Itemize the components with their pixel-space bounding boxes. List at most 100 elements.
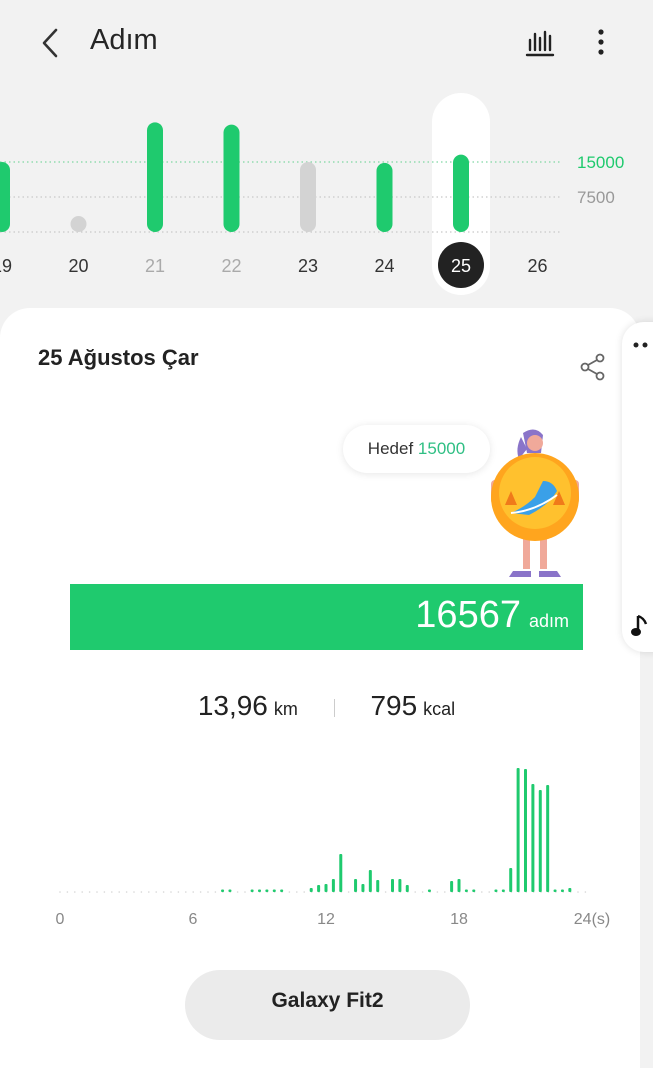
hourly-steps-chart: 0 6 12 18 24(s) (56, 768, 610, 928)
hourly-bar (272, 889, 276, 892)
baseline-dot (133, 891, 135, 893)
music-note-icon[interactable] (630, 612, 653, 638)
hourly-bar (427, 889, 431, 892)
hourly-bar (450, 881, 454, 892)
day-bar[interactable] (223, 124, 240, 232)
hourly-bar (339, 854, 343, 892)
hourly-bar (280, 889, 284, 892)
side-panel-card[interactable] (622, 322, 653, 652)
baseline-dot (140, 891, 143, 893)
baseline-dot (118, 891, 120, 893)
baseline-dot (236, 891, 239, 893)
hourly-bar (405, 885, 409, 892)
day-label[interactable]: 21 (145, 256, 165, 276)
hourly-bar (258, 889, 261, 892)
baseline-dot (177, 891, 180, 893)
baseline-dot (488, 891, 491, 893)
baseline-dot (444, 891, 446, 893)
goal-label: Hedef (367, 439, 414, 458)
goal-value: 15000 (417, 439, 466, 458)
day-label[interactable]: 20 (68, 256, 88, 276)
baseline-dot (66, 891, 69, 893)
steps-value: 16567 (415, 594, 521, 636)
day-bar[interactable] (376, 162, 393, 232)
hourly-bar (531, 784, 535, 892)
hourly-bar (494, 889, 498, 892)
hourly-bar (361, 884, 365, 892)
day-detail-card (0, 308, 640, 1068)
baseline-dot (162, 891, 165, 893)
hourly-bar (457, 879, 461, 892)
hourly-bar (309, 888, 313, 892)
day-label[interactable]: 19 (0, 256, 12, 276)
goal-achieved-illustration (491, 429, 579, 577)
baseline-dot (436, 891, 439, 893)
more-vertical-icon[interactable] (590, 26, 612, 60)
day-label[interactable]: 25 (451, 256, 471, 276)
hourly-bar (524, 769, 527, 892)
baseline-dot (577, 891, 579, 893)
baseline-dot (384, 891, 387, 893)
selected-day-marker (438, 242, 484, 288)
baseline-dot (244, 891, 246, 893)
baseline-dot (148, 891, 150, 893)
device-button[interactable]: Galaxy Fit2 (185, 970, 470, 1040)
baseline-dot (125, 891, 128, 893)
distance-unit: km (273, 699, 298, 719)
hourly-bar (538, 790, 542, 892)
hourly-bar (560, 889, 564, 892)
x-tick-label: 12 (317, 911, 335, 928)
baseline-dot (303, 891, 306, 893)
baseline-dot (481, 891, 483, 893)
baseline-dot (170, 891, 172, 893)
day-bar[interactable] (0, 162, 10, 232)
page-title: Adım (90, 24, 158, 56)
hourly-bar (250, 889, 254, 892)
day-bar[interactable] (300, 162, 316, 232)
hourly-bar (398, 879, 402, 892)
baseline-dot (59, 891, 61, 893)
day-bar[interactable] (453, 154, 469, 232)
day-label[interactable]: 23 (298, 256, 318, 276)
hourly-bar (368, 870, 372, 892)
baseline-dot (103, 891, 106, 893)
day-label[interactable]: 26 (527, 256, 547, 276)
day-bar[interactable] (70, 216, 87, 232)
baseline-dot (155, 891, 157, 893)
hourly-bar (509, 868, 513, 892)
day-label[interactable]: 24 (374, 256, 394, 276)
baseline-dot (214, 891, 217, 893)
hourly-bar (354, 879, 358, 892)
share-icon[interactable] (578, 352, 608, 382)
calories-value: 795 (370, 690, 418, 721)
baseline-dot (414, 891, 417, 893)
hourly-bar (546, 785, 550, 892)
baseline-dot (199, 891, 202, 893)
hourly-bar (464, 889, 468, 892)
x-tick-label: 18 (450, 911, 468, 928)
hourly-bar (391, 879, 394, 892)
hourly-bar (324, 884, 328, 892)
baseline-dot (192, 891, 194, 893)
baseline-dot (347, 891, 350, 893)
baseline-dot (185, 891, 187, 893)
day-bar[interactable] (147, 122, 163, 232)
hourly-bar (265, 889, 269, 892)
steps-count: 16567 adım (415, 594, 569, 637)
baseline-dot (207, 891, 209, 893)
x-tick-label: 6 (189, 911, 198, 928)
back-button[interactable] (36, 26, 66, 60)
x-tick-label: 0 (56, 911, 65, 928)
weekly-steps-chart[interactable]: 15000 7500 19 20 21 22 23 24 25 26 (0, 90, 653, 310)
hourly-bar (228, 889, 232, 892)
hourly-bar (317, 885, 321, 892)
bar-chart-icon[interactable] (524, 28, 556, 58)
more-horizontal-icon[interactable] (632, 340, 652, 350)
steps-progress-bar: 16567 adım (70, 584, 583, 650)
x-tick-label: 24(s) (574, 911, 610, 928)
goal-bubble: Hedef 15000 (343, 425, 490, 473)
steps-unit: adım (528, 611, 569, 631)
baseline-dot (584, 891, 587, 893)
hourly-bar (516, 768, 520, 892)
day-label[interactable]: 22 (221, 256, 241, 276)
